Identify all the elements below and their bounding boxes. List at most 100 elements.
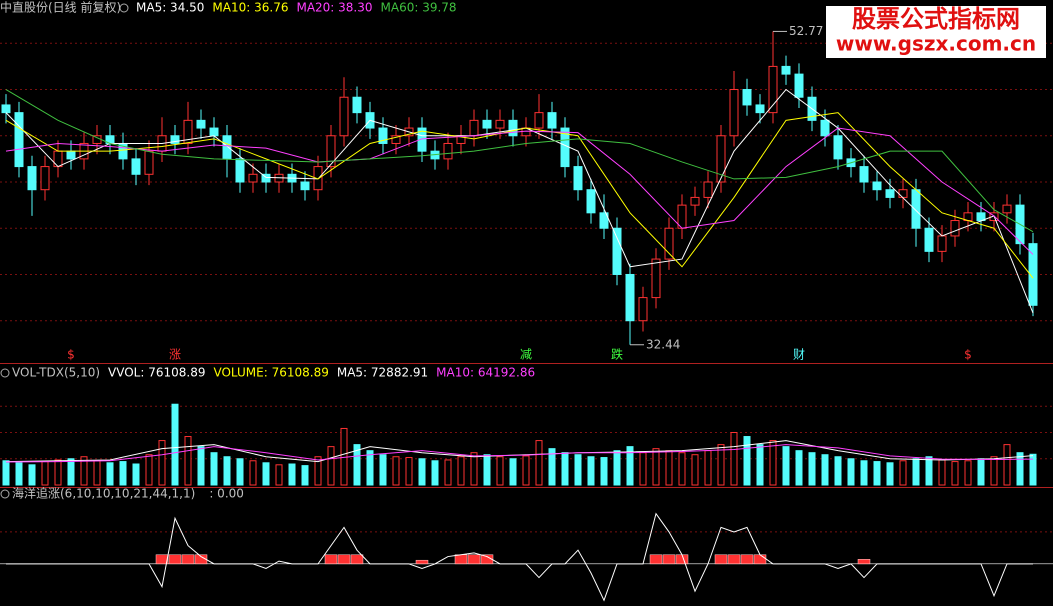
candle-body [131, 158, 141, 175]
volume-bar [184, 436, 192, 486]
volume-bar [197, 446, 205, 486]
legend-entry: MA5: 34.50 [136, 1, 204, 15]
signal-marker: $ [67, 348, 75, 362]
panel-title: 海洋追涨(6,10,10,10,21,44,1,1) [12, 486, 195, 501]
candle-body [1, 104, 11, 114]
candle-body [170, 135, 180, 144]
annotation-label: 52.77 [789, 24, 823, 38]
panel-icon [119, 3, 129, 13]
candle-body [1002, 204, 1012, 214]
candle-body [547, 112, 557, 129]
volume-bar [80, 456, 88, 486]
volume-bar [431, 460, 439, 486]
volume-bar [171, 403, 179, 486]
volume-bar [366, 450, 374, 486]
signal-bar [857, 559, 871, 565]
volume-bar [54, 459, 62, 486]
candle-body [794, 73, 804, 98]
candle-body [742, 89, 752, 106]
candle-body [573, 166, 583, 191]
volume-bar [223, 456, 231, 486]
watermark-title: 股票公式指标网 [852, 5, 1020, 33]
volume-bar [743, 436, 751, 486]
volume-bar [977, 458, 985, 486]
volume-bar [691, 454, 699, 486]
volume-bar [301, 465, 309, 486]
signal-bar [168, 554, 182, 565]
candle-body [391, 135, 401, 144]
candle-body [937, 235, 947, 252]
volume-bar [327, 446, 335, 486]
candle-body [859, 166, 869, 183]
candle-body [209, 127, 219, 137]
candle-body [885, 189, 895, 198]
volume-bar [808, 452, 816, 486]
candle-body [625, 273, 635, 322]
candle-body [703, 181, 713, 198]
panel-title: 中直股份(日线 前复权) [0, 0, 121, 15]
volume-bar [210, 452, 218, 486]
signal-bar [337, 554, 351, 565]
volume-bar [561, 452, 569, 486]
candle-body [339, 96, 349, 137]
volume-bar [158, 440, 166, 486]
ma-line [5, 444, 1034, 463]
volume-bar [912, 458, 920, 486]
volume-bar [470, 452, 478, 486]
volume-bar [93, 460, 101, 486]
volume-bar [314, 456, 322, 486]
volume-bar [392, 456, 400, 486]
volume-bar [873, 461, 881, 486]
signal-bar [324, 554, 338, 565]
candle-body [66, 150, 76, 160]
candle-body [248, 173, 258, 183]
candle-body [378, 127, 388, 144]
legend-entry: MA60: 39.78 [381, 1, 457, 15]
signal-bar [467, 554, 481, 565]
candle-body [599, 212, 609, 229]
signal-bar [155, 554, 169, 565]
volume-bar [717, 444, 725, 486]
candle-body [950, 220, 960, 237]
volume-bar [145, 454, 153, 486]
candle-body [534, 112, 544, 129]
volume-bar [938, 459, 946, 486]
candle-body [469, 119, 479, 137]
candle-body [326, 135, 336, 168]
volume-bar [2, 460, 10, 486]
candle-body [781, 65, 791, 75]
volume-bar [613, 450, 621, 486]
volume-bar [834, 456, 842, 486]
volume-bar [1029, 453, 1037, 486]
legend-entry: MA10: 36.76 [212, 1, 288, 15]
candle-body [1028, 243, 1038, 306]
candle-body [352, 96, 362, 114]
volume-bar [847, 458, 855, 486]
candle-body [443, 142, 453, 160]
candle-body [586, 189, 596, 214]
volume-bar [132, 463, 140, 486]
signal-bar [714, 554, 728, 565]
signal-bar [350, 554, 364, 565]
annotation-label: 32.44 [646, 337, 680, 351]
candle-body [898, 189, 908, 198]
legend-entry: VVOL: 76108.89 [108, 366, 205, 380]
candle-body [495, 119, 505, 129]
panel-icon [0, 489, 10, 499]
volume-bar [106, 462, 114, 486]
volume-bar [990, 456, 998, 486]
candle-body [40, 166, 50, 191]
signal-bar [727, 554, 741, 565]
volume-bar [548, 448, 556, 486]
volume-bar [964, 460, 972, 486]
legend-entry: MA5: 72882.91 [337, 366, 428, 380]
watermark-url: www.gszx.com.cn [836, 32, 1036, 56]
indicator-value: : 0.00 [209, 487, 244, 501]
volume-bar [951, 461, 959, 486]
volume-bar [626, 446, 634, 486]
signal-marker: 财 [793, 348, 805, 362]
ma-line [5, 127, 1034, 255]
volume-bar [782, 446, 790, 486]
volume-bar [587, 456, 595, 486]
